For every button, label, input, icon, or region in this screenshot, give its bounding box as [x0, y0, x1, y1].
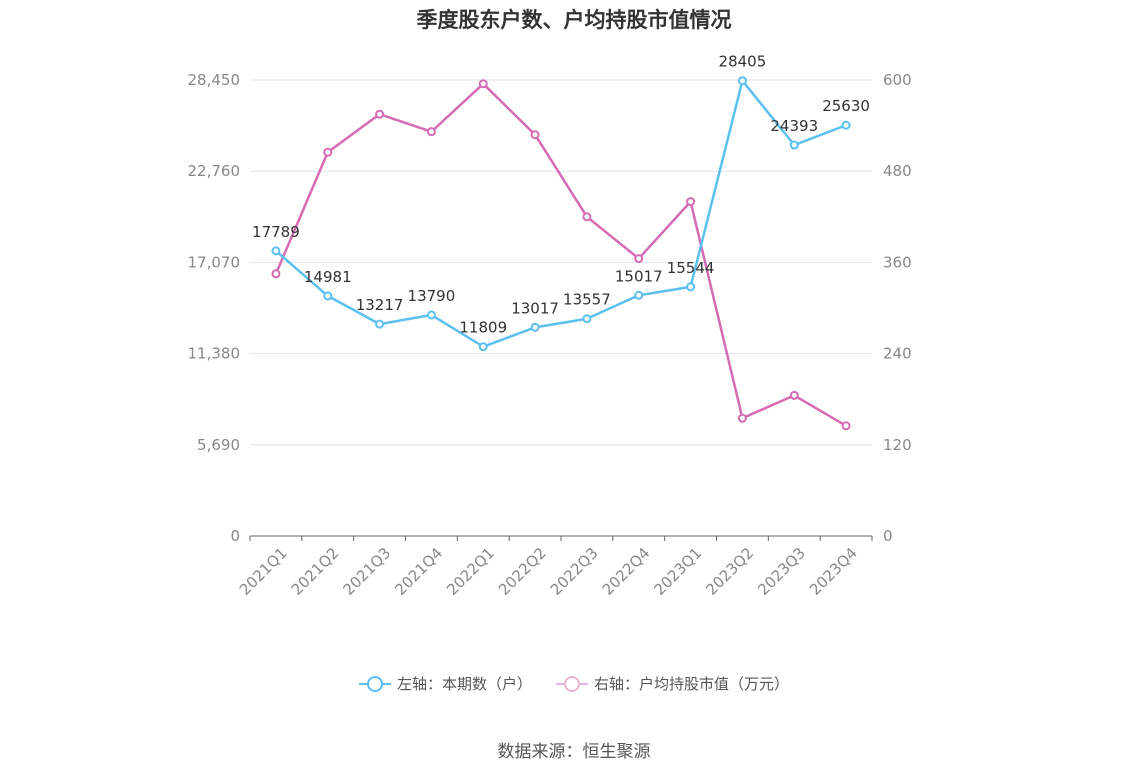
legend-label-right: 右轴：户均持股市值（万元）: [594, 675, 790, 693]
left-tick-label: 17,070: [188, 253, 241, 271]
data-label: 13017: [511, 299, 559, 317]
point-households: [323, 291, 333, 301]
data-label: 17789: [252, 223, 300, 241]
grid-lines: [250, 79, 872, 446]
right-tick-label: 360: [883, 253, 912, 271]
series-line-avg-value: [274, 82, 847, 427]
point-households: [375, 319, 385, 329]
point-avg-value: [323, 147, 333, 157]
chart-title: 季度股东户数、户均持股市值情况: [416, 8, 732, 32]
point-avg-value: [375, 109, 385, 119]
series-line-households: [275, 79, 847, 348]
legend-label-left: 左轴：本期数（户）: [396, 675, 532, 693]
x-tick-label: 2022Q3: [547, 544, 602, 599]
legend-swatch-left: [358, 675, 391, 692]
x-tick-label: 2021Q1: [236, 544, 291, 599]
left-tick-label: 11,380: [188, 345, 241, 363]
x-tick-label: 2021Q2: [288, 544, 343, 599]
x-tick-label: 2022Q1: [443, 544, 498, 599]
point-households: [582, 314, 592, 324]
left-tick-label: 22,760: [188, 162, 241, 180]
left-tick-label: 5,690: [197, 436, 240, 454]
point-households: [271, 246, 281, 256]
data-label: 25630: [822, 97, 870, 115]
point-households: [634, 290, 644, 300]
point-avg-value: [426, 127, 436, 137]
left-tick-label: 28,450: [188, 71, 241, 89]
data-label: 28405: [719, 53, 767, 71]
x-tick-label: 2022Q2: [495, 544, 550, 599]
right-tick-label: 0: [883, 527, 893, 545]
data-label: 11809: [459, 319, 507, 337]
right-tick-label: 600: [883, 71, 912, 89]
x-tick-label: 2022Q4: [599, 544, 654, 599]
right-tick-label: 480: [883, 162, 912, 180]
right-tick-label: 240: [883, 345, 912, 363]
point-avg-value: [841, 421, 851, 431]
point-avg-value: [737, 413, 747, 423]
point-avg-value: [789, 390, 799, 400]
x-tick-label: 2023Q2: [702, 544, 757, 599]
legend: 左轴：本期数（户） 右轴：户均持股市值（万元）: [0, 673, 1148, 694]
legend-swatch-right: [556, 675, 588, 692]
point-households: [686, 282, 696, 292]
data-label: 13790: [408, 287, 456, 305]
point-avg-value: [271, 269, 281, 279]
data-label: 24393: [770, 117, 818, 135]
data-label: 13557: [563, 291, 611, 309]
x-tick-label: 2023Q4: [806, 544, 861, 599]
point-avg-value: [582, 212, 592, 222]
point-households: [841, 120, 851, 130]
data-label: 13217: [356, 296, 404, 314]
point-avg-value: [478, 79, 488, 89]
point-avg-value: [634, 254, 644, 264]
source-note: 数据来源：恒生聚源: [497, 742, 651, 762]
left-tick-label: 0: [230, 527, 240, 545]
point-households: [737, 76, 747, 86]
point-households: [530, 322, 540, 332]
x-tick-label: 2023Q1: [651, 544, 706, 599]
x-tick-label: 2021Q4: [391, 544, 446, 599]
x-tick-label: 2023Q3: [754, 544, 809, 599]
point-households: [478, 342, 488, 352]
point-avg-value: [686, 197, 696, 207]
right-tick-label: 120: [883, 436, 912, 454]
data-label: 14981: [304, 268, 352, 286]
series-layer: [271, 76, 851, 431]
point-households: [789, 140, 799, 150]
point-households: [426, 310, 436, 320]
axes: 0 0 5,690 120 11,380 240 17,070 360 22,760 480 28,…: [188, 71, 912, 599]
line-chart: 0 0 5,690 120 11,380 240 17,070 360 22,760 480 28,…: [188, 53, 912, 599]
legend-item-left[interactable]: 左轴：本期数（户）: [358, 673, 532, 694]
point-avg-value: [530, 130, 540, 140]
legend-item-right[interactable]: 右轴：户均持股市值（万元）: [556, 673, 789, 694]
x-tick-label: 2021Q3: [340, 544, 395, 599]
data-label: 15017: [615, 267, 663, 285]
data-label: 15544: [667, 259, 715, 277]
